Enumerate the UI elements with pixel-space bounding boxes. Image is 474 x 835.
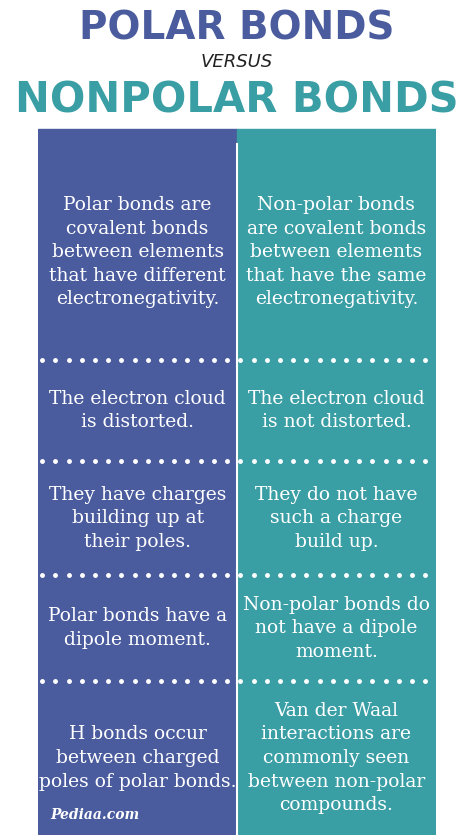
Text: The electron cloud
is not distorted.: The electron cloud is not distorted. <box>248 390 425 432</box>
Bar <box>38 129 237 144</box>
Bar <box>237 144 436 360</box>
Bar <box>38 144 237 360</box>
Text: Polar bonds are
covalent bonds
between elements
that have different
electronegat: Polar bonds are covalent bonds between e… <box>49 196 226 308</box>
Bar <box>237 129 436 144</box>
Text: Polar bonds have a
dipole moment.: Polar bonds have a dipole moment. <box>48 608 227 649</box>
Bar <box>237 461 436 575</box>
Text: Non-polar bonds do
not have a dipole
moment.: Non-polar bonds do not have a dipole mom… <box>243 595 430 660</box>
Text: H bonds occur
between charged
poles of polar bonds.: H bonds occur between charged poles of p… <box>39 726 237 791</box>
Text: Non-polar bonds
are covalent bonds
between elements
that have the same
electrone: Non-polar bonds are covalent bonds betwe… <box>246 196 427 308</box>
Text: VERSUS: VERSUS <box>201 53 273 71</box>
Bar <box>237 360 436 461</box>
Bar <box>237 575 436 681</box>
Text: The electron cloud
is distorted.: The electron cloud is distorted. <box>49 390 226 432</box>
Text: They have charges
building up at
their poles.: They have charges building up at their p… <box>49 486 226 551</box>
Bar <box>38 360 237 461</box>
Text: POLAR BONDS: POLAR BONDS <box>79 9 395 48</box>
Text: NONPOLAR BONDS: NONPOLAR BONDS <box>15 80 459 122</box>
Text: Van der Waal
interactions are
commonly seen
between non-polar
compounds.: Van der Waal interactions are commonly s… <box>248 702 425 814</box>
Text: Pediaa.com: Pediaa.com <box>50 808 139 822</box>
Bar <box>38 461 237 575</box>
Bar <box>38 575 237 681</box>
Text: They do not have
such a charge
build up.: They do not have such a charge build up. <box>255 486 418 551</box>
Bar <box>237 681 436 835</box>
Bar <box>38 0 436 129</box>
Bar <box>38 681 237 835</box>
